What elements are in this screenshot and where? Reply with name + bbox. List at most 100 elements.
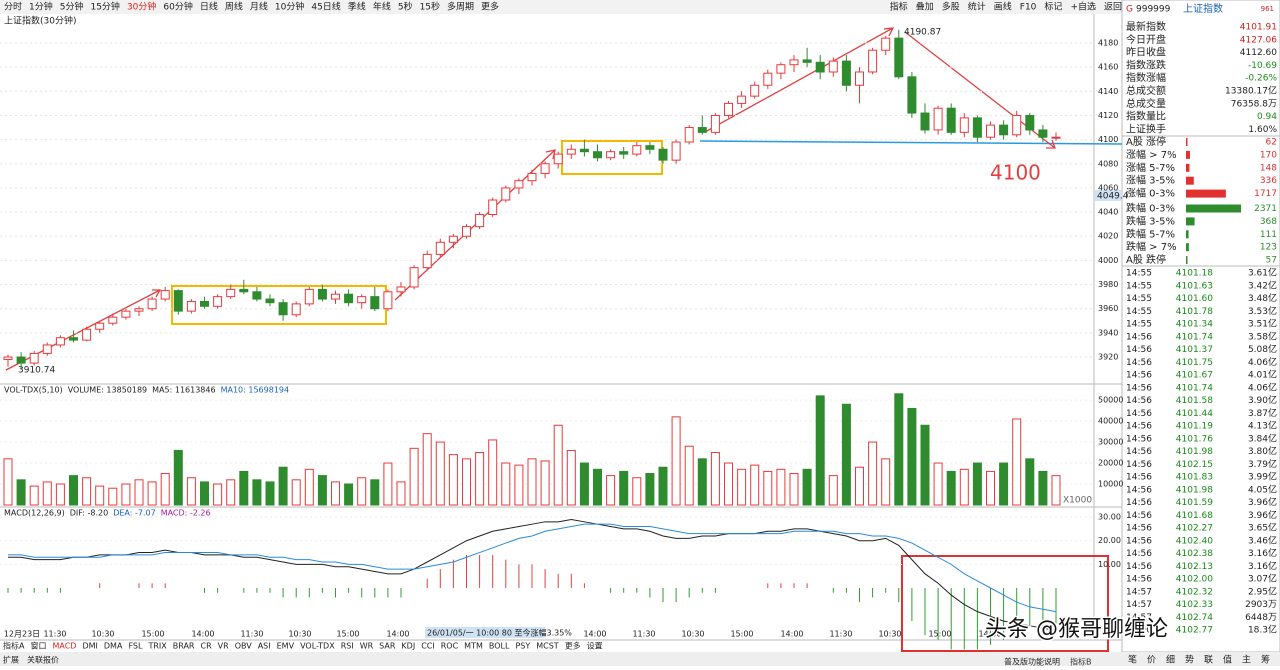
mode-button[interactable]: 值 [1223, 654, 1232, 666]
period-tab[interactable]: 更多 [481, 1, 499, 13]
tool-button[interactable]: 指标 [890, 1, 908, 13]
indicator-tab[interactable]: PSY [515, 642, 530, 651]
tick-time: 14:56 [1126, 524, 1152, 534]
tick-time: 14:56 [1126, 460, 1152, 470]
period-tab[interactable]: 分时 [4, 1, 22, 13]
indicator-tab[interactable]: 窗口 [30, 641, 46, 651]
indicator-tab[interactable]: CR [201, 642, 213, 651]
tool-button[interactable]: 画线 [994, 1, 1012, 13]
period-tab[interactable]: 5秒 [398, 1, 413, 13]
indicator-tab[interactable]: SAR [379, 642, 396, 651]
tick-price: 4102.77 [1176, 626, 1213, 636]
mode-button[interactable]: 势 [1185, 654, 1194, 666]
breadth-value: 368 [1260, 217, 1277, 227]
indicator-tab[interactable]: DMI [82, 642, 97, 651]
period-tab[interactable]: 季线 [348, 1, 366, 13]
indicator-tab[interactable]: VOL-TDX [300, 642, 335, 651]
indicator-tab[interactable]: ASI [258, 642, 271, 651]
indicator-tab[interactable]: WR [360, 642, 374, 651]
tool-button[interactable]: 多股 [942, 1, 960, 13]
indicator-tab[interactable]: FSL [128, 642, 143, 651]
candle-body [55, 337, 65, 346]
volume-bar [1038, 470, 1048, 506]
indicator-tab[interactable]: KDJ [401, 642, 415, 651]
volume-bar [42, 481, 52, 506]
period-tab[interactable]: 年线 [373, 1, 391, 13]
mode-button[interactable]: 主 [1242, 654, 1251, 666]
indicator-tab[interactable]: MTM [464, 642, 483, 651]
badge: 961 [1261, 5, 1274, 13]
period-tab[interactable]: 15分钟 [90, 1, 119, 13]
quote-value: 4101.91 [1240, 23, 1277, 33]
time-label: 15:00 [928, 630, 951, 639]
indicator-tab[interactable]: 指标A [3, 641, 25, 651]
period-tab[interactable]: 日线 [200, 1, 218, 13]
indicator-tab[interactable]: OBV [235, 642, 253, 651]
indicator-tab[interactable]: ROC [441, 642, 459, 651]
indicator-tab[interactable]: TRIX [147, 642, 167, 651]
indicator-tab[interactable]: MCST [536, 642, 559, 651]
tool-button[interactable]: 返回 [1104, 1, 1122, 13]
tick-time: 14:56 [1126, 498, 1152, 508]
quote-label: 总成交量 [1126, 97, 1166, 110]
indicator-tab[interactable]: DMA [104, 642, 123, 651]
volume-bar [475, 452, 485, 506]
period-tab[interactable]: 10分钟 [275, 1, 304, 13]
mode-button[interactable]: 联 [1204, 655, 1213, 666]
indicator-tab[interactable]: BRAR [173, 642, 195, 651]
indicator-tab[interactable]: 更多 [565, 641, 581, 651]
indicator-tab[interactable]: VR [218, 642, 229, 651]
volume-bar [370, 479, 380, 506]
breadth-bar [1186, 230, 1189, 239]
tool-button[interactable]: F10 [1020, 3, 1037, 13]
time-label: 10:30 [681, 630, 704, 639]
period-tab[interactable]: 周线 [225, 1, 243, 13]
status-tab[interactable]: 扩展 [3, 655, 19, 665]
period-tab[interactable]: 1分钟 [29, 1, 53, 13]
indicator-tab[interactable]: EMV [277, 642, 295, 651]
indicator-tab[interactable]: RSI [341, 642, 354, 651]
period-tab[interactable]: 5分钟 [60, 1, 84, 13]
period-tab[interactable]: 月线 [250, 1, 268, 13]
volume-legend: MA10: 15698194 [221, 386, 290, 395]
period-tab[interactable]: 15秒 [420, 1, 440, 13]
tool-button[interactable]: 统计 [968, 1, 986, 13]
candle-body [579, 148, 589, 153]
breadth-bar [1186, 204, 1242, 213]
period-tab[interactable]: 60分钟 [163, 1, 192, 13]
candle-body [409, 267, 419, 288]
mode-button[interactable]: 笔 [1128, 654, 1137, 666]
indicator-tab[interactable]: 设置 [587, 641, 603, 651]
tick-time: 14:56 [1126, 549, 1152, 559]
period-tab[interactable]: 多周期 [447, 1, 474, 13]
indicator-tab[interactable]: MACD [52, 642, 76, 651]
status-tab[interactable]: 关联报价 [27, 655, 59, 665]
candle-body [344, 293, 354, 304]
status-info[interactable]: 普及版功能说明 [1004, 657, 1060, 667]
tab-b[interactable]: 指标B [1070, 657, 1092, 667]
candle-body [435, 241, 445, 255]
breadth-value: 170 [1260, 150, 1277, 160]
breadth-label: 跌幅 3-5% [1126, 214, 1175, 227]
mode-button[interactable]: 价 [1147, 655, 1156, 666]
period-tab[interactable]: 45日线 [311, 1, 340, 13]
candle-body [789, 59, 799, 66]
candle-body [881, 37, 891, 51]
mode-button[interactable]: 筹 [1261, 654, 1270, 666]
volume-bar [697, 458, 707, 506]
candle-body [724, 102, 733, 116]
candle-body [422, 253, 432, 269]
tool-button[interactable]: 标记 [1044, 1, 1062, 13]
tool-button[interactable]: 叠加 [916, 2, 934, 13]
period-tab[interactable]: 30分钟 [127, 1, 156, 13]
volume-tick-label: 50000 [1098, 396, 1123, 405]
tick-amount: 3.51亿 [1248, 318, 1277, 330]
tick-time: 14:57 [1126, 613, 1152, 623]
tick-amount: 3.46亿 [1248, 534, 1277, 546]
indicator-tab[interactable]: CCI [421, 642, 435, 651]
tick-amount: 3.65亿 [1248, 522, 1277, 534]
tool-button[interactable]: +自选 [1070, 1, 1096, 13]
tick-price: 4101.74 [1176, 383, 1213, 393]
indicator-tab[interactable]: BOLL [489, 642, 510, 651]
mode-button[interactable]: 细 [1166, 654, 1175, 666]
